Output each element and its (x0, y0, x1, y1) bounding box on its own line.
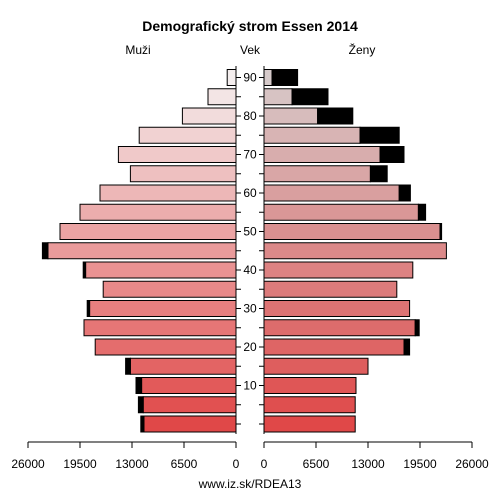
female-excess-55-59 (417, 203, 427, 221)
male-excess-10-14 (135, 377, 143, 394)
axes-group: 10 20 30 40 50 60 70 80 90 26000 19500 13000 6500 0 0 6… (11, 66, 489, 471)
bars-group (41, 69, 447, 433)
male-excess-5-9 (137, 396, 144, 414)
male-excess-0-4 (140, 415, 145, 433)
female-bar-5-9 (263, 396, 356, 414)
female-bar-55-59 (263, 203, 419, 221)
female-excess-20-24 (403, 338, 411, 356)
female-bar-75-79 (263, 126, 361, 144)
age-tick-label: 10 (243, 379, 257, 393)
female-bar-80-84 (263, 107, 319, 125)
age-tick-label: 70 (243, 148, 257, 162)
female-bar-40-44 (263, 261, 414, 279)
age-tick-label: 40 (243, 263, 257, 277)
male-bar-60-64 (99, 184, 237, 202)
male-value-tick-label: 19500 (63, 457, 97, 471)
male-bar-45-49 (47, 242, 237, 260)
male-excess-15-19 (125, 357, 131, 375)
female-bar-35-39 (263, 280, 398, 298)
female-bar-15-19 (263, 357, 369, 375)
female-bar-25-29 (263, 319, 416, 337)
female-excess-75-79 (359, 126, 400, 144)
age-tick-label: 60 (243, 186, 257, 200)
chart-title: Demografický strom Essen 2014 (142, 18, 358, 34)
age-tick-label: 20 (243, 340, 257, 354)
age-tick-label: 90 (243, 71, 257, 85)
female-bar-10-14 (263, 377, 357, 394)
male-bar-85-89 (207, 88, 237, 106)
male-bar-10-14 (141, 377, 237, 394)
male-bar-35-39 (102, 280, 237, 298)
female-bar-85-89 (263, 88, 293, 106)
female-value-tick-label: 13000 (351, 457, 385, 471)
center-axis-label: Vek (240, 43, 261, 57)
female-excess-65-69 (369, 165, 388, 183)
female-excess-50-54 (439, 223, 443, 240)
male-bar-90+ (226, 69, 237, 86)
male-bar-65-69 (129, 165, 237, 183)
male-bar-0-4 (143, 415, 237, 433)
right-axis-label: Ženy (349, 42, 376, 57)
male-bar-15-19 (129, 357, 237, 375)
female-bar-65-69 (263, 165, 371, 183)
left-axis-label: Muži (125, 43, 150, 57)
female-bar-50-54 (263, 223, 441, 240)
male-bar-20-24 (94, 338, 237, 356)
male-bar-50-54 (59, 223, 237, 240)
male-bar-40-44 (85, 261, 237, 279)
female-value-tick-label: 6500 (303, 457, 330, 471)
female-bar-30-34 (263, 300, 411, 317)
male-excess-45-49 (41, 242, 49, 260)
male-excess-30-34 (86, 300, 91, 317)
male-excess-40-44 (82, 261, 87, 279)
male-value-tick-label: 0 (233, 457, 240, 471)
female-bar-90+ (263, 69, 273, 86)
female-excess-85-89 (291, 88, 329, 106)
male-bar-25-29 (83, 319, 237, 337)
source-label: www.iz.sk/RDEA13 (198, 477, 302, 491)
age-tick-label: 80 (243, 109, 257, 123)
age-tick-label: 30 (243, 302, 257, 316)
male-bar-55-59 (79, 203, 237, 221)
male-bar-30-34 (89, 300, 237, 317)
female-bar-70-74 (263, 146, 381, 163)
female-excess-25-29 (414, 319, 420, 337)
male-value-tick-label: 6500 (171, 457, 198, 471)
male-bar-80-84 (181, 107, 237, 125)
female-excess-80-84 (317, 107, 354, 125)
female-value-tick-label: 26000 (455, 457, 489, 471)
age-tick-label: 50 (243, 225, 257, 239)
female-bar-20-24 (263, 338, 405, 356)
female-value-tick-label: 19500 (403, 457, 437, 471)
male-value-tick-label: 13000 (115, 457, 149, 471)
male-bar-70-74 (117, 146, 237, 163)
male-value-tick-label: 26000 (11, 457, 45, 471)
female-excess-90+ (271, 69, 299, 86)
female-bar-60-64 (263, 184, 400, 202)
male-bar-5-9 (142, 396, 237, 414)
female-bar-45-49 (263, 242, 447, 260)
female-excess-60-64 (398, 184, 411, 202)
male-bar-75-79 (138, 126, 237, 144)
female-value-tick-label: 0 (261, 457, 268, 471)
female-excess-70-74 (379, 146, 405, 163)
female-bar-0-4 (263, 415, 356, 433)
